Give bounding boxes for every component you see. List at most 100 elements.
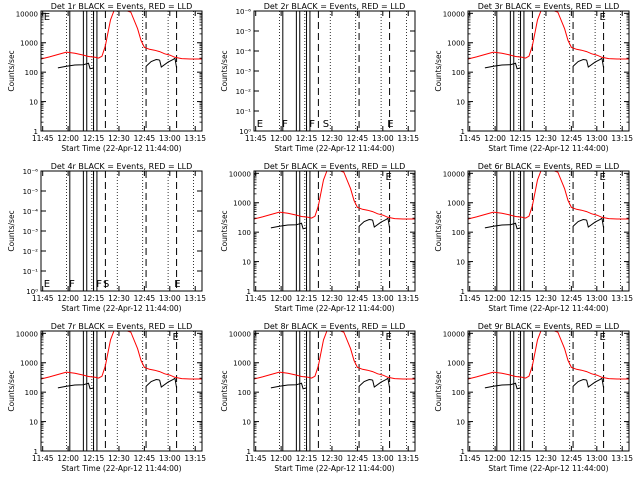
y-tick-label: 10⁻¹ bbox=[236, 108, 252, 116]
plot-frame bbox=[253, 10, 416, 132]
plot-frame bbox=[467, 10, 630, 132]
x-tick-label: 12:00 bbox=[484, 294, 506, 303]
y-tick-label: 10 bbox=[456, 259, 465, 267]
x-tick-label: 13:15 bbox=[184, 454, 206, 463]
y-tick-label: 1000 bbox=[447, 360, 465, 368]
y-tick-label: 1000 bbox=[233, 200, 251, 208]
y-tick-label: 10⁻⁵ bbox=[236, 28, 252, 36]
events-series bbox=[601, 378, 605, 388]
plot-frame bbox=[467, 330, 630, 452]
x-axis-label: Start Time (22-Apr-12 11:44:00) bbox=[488, 464, 608, 473]
y-tick-label: 1000 bbox=[233, 360, 251, 368]
events-series bbox=[387, 378, 391, 388]
events-series bbox=[387, 218, 391, 228]
y-tick-label: 10⁻² bbox=[236, 88, 252, 96]
panel-title: Det 7r BLACK = Events, RED = LLD bbox=[51, 322, 193, 331]
x-axis-label: Start Time (22-Apr-12 11:44:00) bbox=[274, 464, 394, 473]
y-tick-label: 100 bbox=[452, 389, 465, 397]
x-tick-label: 11:45 bbox=[459, 294, 481, 303]
x-tick-label: 12:30 bbox=[535, 454, 557, 463]
panel-title: Det 3r BLACK = Events, RED = LLD bbox=[478, 2, 620, 11]
y-tick-label: 1000 bbox=[447, 40, 465, 48]
flag-label: E bbox=[174, 279, 180, 290]
y-tick-label: 10000 bbox=[16, 330, 38, 338]
plot-frame bbox=[40, 170, 203, 292]
x-tick-label: 12:30 bbox=[321, 294, 343, 303]
x-axis-label: Start Time (22-Apr-12 11:44:00) bbox=[488, 144, 608, 153]
y-tick-label: 10000 bbox=[229, 170, 251, 178]
flag-label: F bbox=[309, 119, 315, 130]
x-tick-label: 13:15 bbox=[397, 134, 419, 143]
y-tick-label: 10⁻⁶ bbox=[23, 168, 39, 176]
y-tick-label: 1000 bbox=[447, 200, 465, 208]
events-series bbox=[57, 62, 94, 70]
events-series bbox=[174, 378, 178, 388]
y-tick-label: 1 bbox=[461, 128, 465, 136]
x-tick-label: 11:45 bbox=[245, 454, 267, 463]
x-tick-label: 12:45 bbox=[561, 134, 583, 143]
y-tick-label: 10000 bbox=[16, 10, 38, 18]
flag-label: F bbox=[69, 279, 75, 290]
plot-frame bbox=[40, 10, 203, 132]
y-tick-label: 100 bbox=[452, 69, 465, 77]
x-tick-label: 12:15 bbox=[83, 294, 105, 303]
events-series bbox=[586, 377, 603, 388]
flag-label: S bbox=[103, 279, 109, 290]
x-tick-label: 12:45 bbox=[347, 134, 369, 143]
y-tick-label: 10⁻² bbox=[23, 248, 39, 256]
lld-series bbox=[40, 10, 202, 60]
panel-title: Det 6r BLACK = Events, RED = LLD bbox=[478, 162, 620, 171]
events-series bbox=[586, 57, 603, 68]
y-tick-label: 1 bbox=[461, 448, 465, 456]
x-tick-label: 12:00 bbox=[270, 454, 292, 463]
events-series bbox=[572, 58, 587, 67]
y-tick-label: 10⁻⁴ bbox=[23, 208, 39, 216]
y-tick-label: 10⁻³ bbox=[236, 68, 252, 76]
flag-label: E bbox=[599, 172, 605, 183]
x-tick-label: 12:00 bbox=[484, 454, 506, 463]
x-tick-label: 12:30 bbox=[108, 134, 130, 143]
events-series bbox=[145, 58, 160, 67]
x-axis-label: Start Time (22-Apr-12 11:44:00) bbox=[488, 304, 608, 313]
events-series bbox=[572, 378, 587, 387]
y-tick-label: 1 bbox=[34, 448, 38, 456]
y-tick-label: 100 bbox=[238, 229, 251, 237]
plot-frame bbox=[40, 330, 203, 452]
x-tick-label: 13:15 bbox=[611, 294, 633, 303]
x-tick-label: 12:15 bbox=[510, 134, 532, 143]
y-tick-label: 10 bbox=[242, 419, 251, 427]
y-tick-label: 1 bbox=[247, 448, 251, 456]
y-tick-label: 10 bbox=[29, 99, 38, 107]
x-tick-label: 13:00 bbox=[586, 294, 608, 303]
x-tick-label: 13:15 bbox=[397, 294, 419, 303]
x-tick-label: 13:00 bbox=[159, 294, 181, 303]
panel-title: Det 4r BLACK = Events, RED = LLD bbox=[51, 162, 193, 171]
x-tick-label: 13:15 bbox=[611, 134, 633, 143]
events-series bbox=[601, 58, 605, 68]
events-series bbox=[159, 377, 176, 388]
x-tick-label: 11:45 bbox=[32, 454, 54, 463]
x-axis-label: Start Time (22-Apr-12 11:44:00) bbox=[274, 144, 394, 153]
x-tick-label: 13:15 bbox=[611, 454, 633, 463]
y-tick-label: 10⁻⁶ bbox=[236, 8, 252, 16]
flag-label: E bbox=[44, 279, 50, 290]
y-axis-label: Counts/sec bbox=[7, 210, 16, 251]
y-tick-label: 100 bbox=[25, 69, 38, 77]
events-series bbox=[484, 222, 521, 230]
x-tick-label: 12:15 bbox=[83, 134, 105, 143]
x-tick-label: 12:00 bbox=[270, 294, 292, 303]
y-tick-label: 10⁻⁴ bbox=[236, 48, 252, 56]
y-tick-label: 10⁻⁵ bbox=[23, 188, 39, 196]
events-series bbox=[145, 378, 160, 387]
y-tick-label: 10000 bbox=[443, 330, 465, 338]
events-series bbox=[586, 217, 603, 228]
panel-title: Det 8r BLACK = Events, RED = LLD bbox=[264, 322, 406, 331]
x-axis-label: Start Time (22-Apr-12 11:44:00) bbox=[61, 304, 181, 313]
events-series bbox=[601, 218, 605, 228]
x-tick-label: 13:15 bbox=[184, 294, 206, 303]
